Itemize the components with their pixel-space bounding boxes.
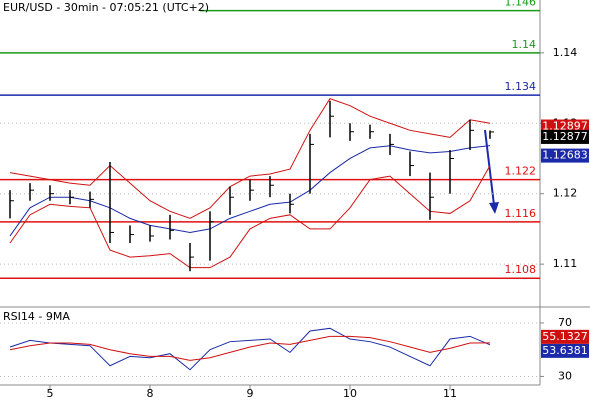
level-label: 1.14 [512, 38, 537, 51]
x-tick-label: 8 [147, 387, 154, 400]
price-label: 1.12877 [542, 130, 588, 143]
price-label: 55.1327 [542, 330, 588, 343]
x-tick-label: 5 [47, 387, 54, 400]
level-label: 1.116 [505, 207, 537, 220]
forecast-arrow-head [489, 202, 499, 214]
indicator-line [9, 98, 491, 219]
price-label-box [541, 129, 589, 144]
rsi-line [9, 327, 491, 371]
y-tick-label: 1.14 [553, 46, 578, 59]
price-label: 53.6381 [542, 344, 588, 357]
level-label: 1.108 [505, 263, 537, 276]
price-label: 1.12683 [542, 149, 588, 162]
x-tick-label: 9 [247, 387, 254, 400]
y-tick-label: 70 [558, 316, 572, 329]
forecast-arrow [484, 129, 495, 206]
price-label: 1.12897 [542, 120, 588, 133]
chart-title: EUR/USD - 30min - 07:05:21 (UTC+2) [3, 1, 209, 14]
price-label-box [541, 343, 589, 358]
price-label-box [541, 329, 589, 344]
y-tick-label: 30 [558, 369, 572, 382]
rsi-line [9, 335, 491, 361]
level-label: 1.134 [505, 80, 537, 93]
level-label: 1.146 [505, 0, 537, 9]
level-label: 1.122 [505, 165, 537, 178]
y-tick-label: 1.11 [553, 257, 578, 270]
x-tick-label: 11 [443, 387, 457, 400]
title-bg [0, 0, 200, 15]
y-tick-label: 1.12 [553, 187, 578, 200]
price-label-box [541, 148, 589, 163]
x-tick-label: 10 [343, 387, 357, 400]
panel-title: RSI14 - 9MA [3, 310, 70, 323]
